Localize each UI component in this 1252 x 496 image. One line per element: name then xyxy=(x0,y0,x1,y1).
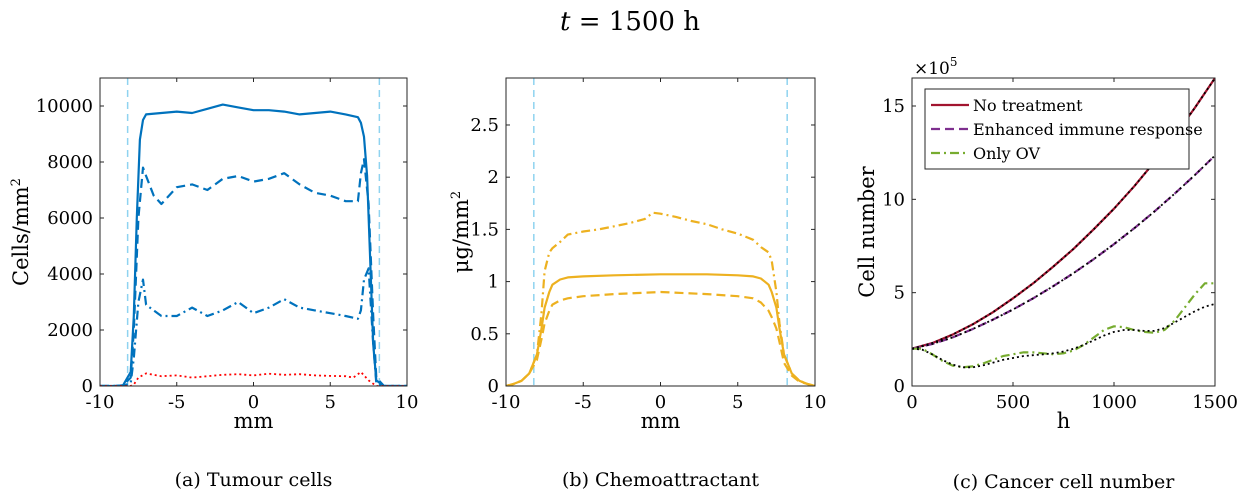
x-axis-label: mm xyxy=(641,409,681,433)
y-tick-label: 2.5 xyxy=(470,115,499,136)
legend-box xyxy=(924,88,1190,170)
y-tick-label: 15 xyxy=(882,96,905,117)
axis-multiplier-base: ×10 xyxy=(914,59,950,79)
series-line-cancer-cell-number-3 xyxy=(912,282,1215,369)
y-tick-label: 4000 xyxy=(47,264,93,285)
axis-multiplier: ×105 xyxy=(914,55,958,79)
axes-frame xyxy=(911,77,1216,387)
x-tick-label: 10 xyxy=(396,392,419,413)
series-line-chemoattractant-1 xyxy=(506,273,815,386)
y-tick-label: 8000 xyxy=(47,152,93,173)
x-axis-label: h xyxy=(1057,409,1071,433)
y-tick-label: 10 xyxy=(882,189,905,210)
x-tick-label: -5 xyxy=(574,392,592,413)
x-tick-label: 0 xyxy=(655,392,666,413)
series-line-cancer-cell-number-6 xyxy=(912,303,1215,369)
x-tick-label: 0 xyxy=(906,392,917,413)
figure-title: t = 1500 h xyxy=(560,7,700,37)
plot-area xyxy=(506,78,815,386)
series-group xyxy=(506,211,815,386)
y-axis-label-superscript: 2 xyxy=(9,178,24,186)
legend: No treatment Enhanced immune response Only… xyxy=(924,88,1203,170)
y-tick-label: 0 xyxy=(488,376,499,397)
series-line-tumour-cells-3 xyxy=(100,267,407,386)
y-axis-label: Cell number xyxy=(855,165,879,297)
series-line-cancer-cell-number-2 xyxy=(912,154,1215,350)
y-axis-label-text: μg/mm xyxy=(449,199,473,273)
panel-caption: (a) Tumour cells xyxy=(175,469,333,491)
panel-caption: (b) Chemoattractant xyxy=(562,469,759,491)
series-line-chemoattractant-3 xyxy=(506,211,815,386)
y-tick-label: 2 xyxy=(488,167,499,188)
x-tick-label: 5 xyxy=(325,392,336,413)
chart-panel-tumour-cells: -10 -5 0 5 10 0 2000 4000 6000 8000 10000 mm Cells/m… xyxy=(9,77,419,491)
x-tick-label: 500 xyxy=(996,392,1030,413)
x-tick-label: 10 xyxy=(804,392,827,413)
y-tick-label: 5 xyxy=(894,283,905,304)
series-group xyxy=(100,103,407,386)
y-axis-label: μg/mm2 xyxy=(449,191,473,273)
x-tick-label: -5 xyxy=(168,392,186,413)
y-tick-label: 2000 xyxy=(47,320,93,341)
x-tick-label: -10 xyxy=(86,392,115,413)
y-tick-label: 0.5 xyxy=(470,324,499,345)
panel-caption: (c) Cancer cell number xyxy=(953,471,1176,493)
y-tick-label: 0 xyxy=(82,376,93,397)
x-tick-label: 5 xyxy=(732,392,743,413)
plot-area xyxy=(100,78,407,386)
x-tick-label: 0 xyxy=(248,392,259,413)
series-line-tumour-cells-2 xyxy=(100,158,407,386)
legend-entry-label: Enhanced immune response xyxy=(973,120,1203,139)
legend-entry-label: No treatment xyxy=(973,96,1083,115)
x-axis-label: mm xyxy=(234,409,274,433)
series-line-chemoattractant-2 xyxy=(506,290,815,386)
x-tick-label: 1500 xyxy=(1192,392,1238,413)
y-axis-label-superscript: 2 xyxy=(449,191,464,199)
y-tick-label: 1.5 xyxy=(470,219,499,240)
figure-title-value: = 1500 h xyxy=(570,7,700,37)
x-tick-label: -10 xyxy=(492,392,521,413)
y-tick-label: 0 xyxy=(894,376,905,397)
y-tick-label: 6000 xyxy=(47,208,93,229)
y-tick-label: 1 xyxy=(488,272,499,293)
legend-entry-label: Only OV xyxy=(973,144,1041,163)
x-tick-label: 1000 xyxy=(1091,392,1137,413)
y-axis-label-text: Cells/mm xyxy=(9,186,33,286)
chart-panel-cancer-cell-number: 0 500 1000 1500 0 5 10 15 h Cell number (c) Cancer… xyxy=(855,55,1238,493)
y-axis-label: Cells/mm2 xyxy=(9,178,33,286)
y-axis-label-text: Cell number xyxy=(855,165,879,297)
figure-title-variable: t xyxy=(560,7,571,37)
y-tick-label: 10000 xyxy=(36,96,93,117)
axis-multiplier-exponent: 5 xyxy=(950,55,958,69)
